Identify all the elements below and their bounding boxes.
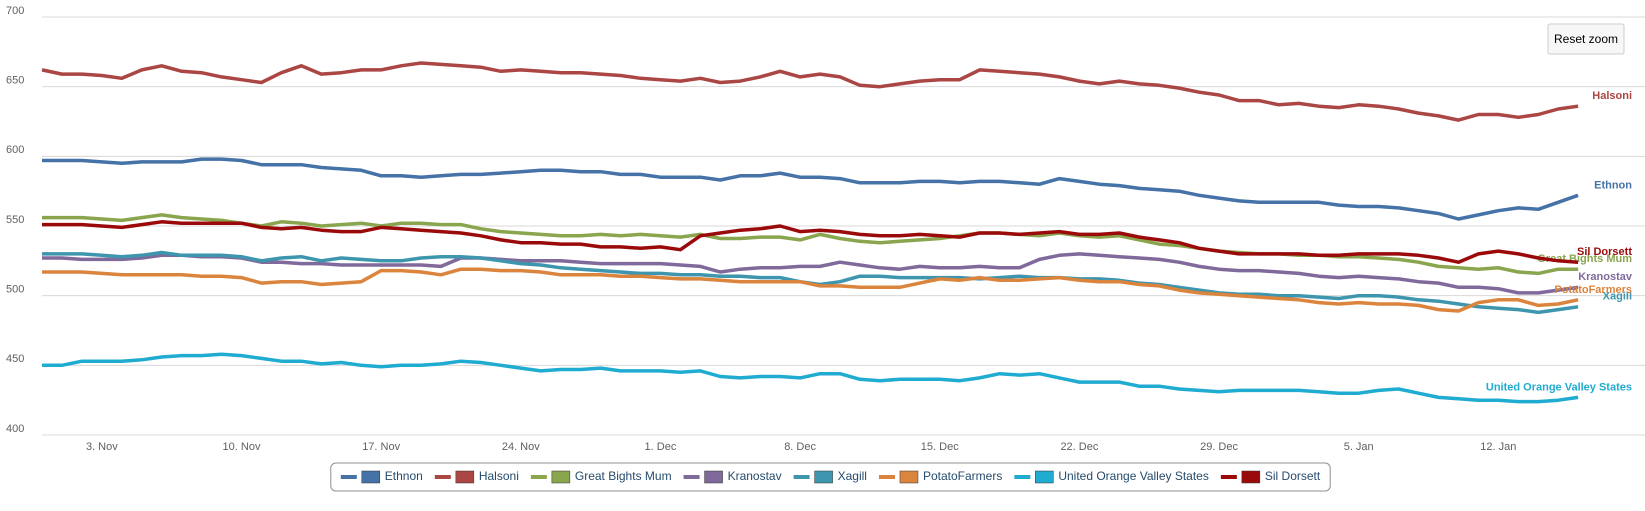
legend-item[interactable]: Kranostav	[683, 469, 782, 484]
series-line	[42, 252, 1579, 295]
x-tick-label: 12. Jan	[1480, 441, 1516, 453]
legend-item[interactable]: Ethnon	[340, 469, 423, 484]
y-tick-label: 450	[6, 353, 24, 365]
reset-zoom-button[interactable]	[1547, 23, 1625, 55]
legend-item[interactable]: Halsoni	[434, 469, 519, 484]
y-tick-label: 550	[6, 214, 24, 226]
legend-text: Xagill	[838, 469, 867, 483]
legend-text: United Orange Valley States	[1058, 469, 1209, 483]
series-end-label: Halsoni	[1592, 90, 1632, 102]
legend-item[interactable]: Sil Dorsett	[1220, 469, 1321, 484]
legend-text: Sil Dorsett	[1265, 469, 1321, 483]
series-end-label: PotatoFarmers	[1554, 284, 1632, 296]
y-tick-label: 600	[6, 144, 24, 156]
legend-flag	[704, 470, 723, 484]
x-tick-label: 15. Dec	[921, 441, 959, 453]
series-end-label: Ethnon	[1594, 179, 1632, 191]
legend-flag	[1035, 470, 1054, 484]
x-tick-label: 29. Dec	[1200, 441, 1238, 453]
series-line	[42, 267, 1579, 313]
x-tick-label: 24. Nov	[502, 441, 540, 453]
x-tick-label: 3. Nov	[86, 441, 118, 453]
x-tick-label: 5. Jan	[1344, 441, 1374, 453]
series-line	[42, 157, 1579, 221]
series-line	[41, 61, 1579, 122]
legend-flag	[361, 470, 381, 484]
series-end-label: Kranostav	[1578, 271, 1633, 283]
y-tick-label: 500	[6, 284, 24, 296]
legend-item[interactable]: United Orange Valley States	[1014, 469, 1209, 484]
x-tick-label: 10. Nov	[223, 441, 261, 453]
legend-text: Halsoni	[479, 469, 519, 483]
legend-text: Great Bights Mum	[575, 469, 672, 483]
series-end-label: United Orange Valley States	[1486, 381, 1632, 393]
legend-item[interactable]: PotatoFarmers	[878, 469, 1002, 484]
legend-flag	[455, 470, 475, 484]
legend-flag	[899, 470, 919, 484]
x-tick-label: 1. Dec	[645, 441, 677, 453]
y-tick-label: 400	[6, 423, 24, 435]
legend-flag	[551, 470, 571, 484]
x-tick-label: 22. Dec	[1060, 441, 1098, 453]
legend: Ethnon Halsoni Great Bights Mum Kranostav Xa…	[330, 462, 1331, 492]
legend-text: PotatoFarmers	[923, 469, 1002, 483]
legend-item[interactable]: Xagill	[793, 469, 867, 484]
reset-zoom-text[interactable]: Reset zoom	[1554, 32, 1618, 46]
x-tick-label: 8. Dec	[784, 441, 816, 453]
series-line	[42, 220, 1579, 264]
y-tick-label: 700	[6, 5, 24, 17]
legend-item[interactable]: Great Bights Mum	[530, 469, 672, 484]
series-end-label: Xagill	[1603, 291, 1632, 303]
legend-text: Ethnon	[385, 469, 423, 483]
series-end-label: Sil Dorsett	[1577, 246, 1632, 258]
series-line	[42, 213, 1579, 276]
legend-flag	[1241, 470, 1261, 484]
legend-text: Kranostav	[728, 469, 782, 483]
series-line	[42, 352, 1579, 404]
legend-flag	[814, 470, 833, 484]
x-tick-label: 17. Nov	[362, 441, 400, 453]
y-tick-label: 650	[6, 75, 24, 87]
